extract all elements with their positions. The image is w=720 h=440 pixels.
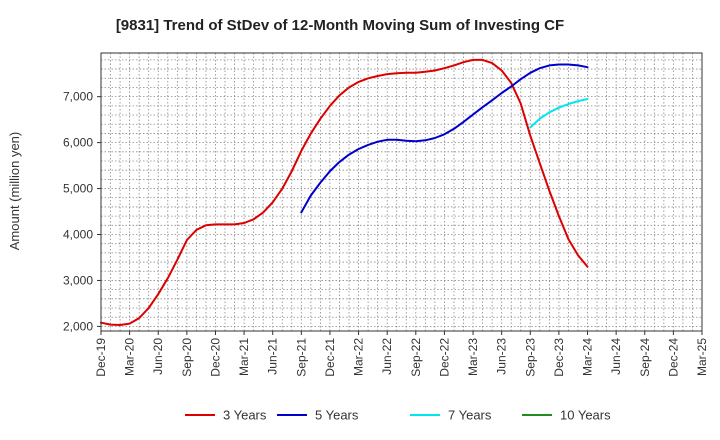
- x-tick-label: Dec-21: [323, 338, 337, 377]
- x-tick-label: Jun-20: [151, 338, 165, 375]
- plot-area: [101, 53, 702, 331]
- y-tick-label: 7,000: [63, 90, 93, 104]
- x-tick-label: Sep-21: [294, 338, 308, 377]
- series-line-5-years: [300, 63, 589, 214]
- x-tick-label: Mar-22: [352, 338, 366, 376]
- series-line-7-years: [529, 98, 589, 129]
- x-tick-label: Sep-23: [523, 338, 537, 377]
- x-tick-label: Jun-23: [495, 338, 509, 375]
- x-tick-label: Mar-25: [695, 338, 709, 376]
- legend-label-7-years: 7 Years: [448, 408, 492, 423]
- plot-frame: [100, 52, 703, 332]
- x-tick-label: Dec-19: [94, 338, 108, 377]
- y-axis-label: Amount (million yen): [7, 132, 22, 251]
- x-tick-label: Dec-22: [437, 338, 451, 377]
- chart-title: [9831] Trend of StDev of 12-Month Moving…: [116, 17, 564, 34]
- x-tick-label: Mar-23: [466, 338, 480, 376]
- legend-label-3-years: 3 Years: [223, 408, 267, 423]
- x-tick-label: Mar-21: [237, 338, 251, 376]
- axes: 2,000 3,000 4,000 5,000 6,000 7,000 Dec-19 Mar-…: [63, 52, 709, 377]
- grid: [100, 53, 703, 331]
- y-tick-label: 5,000: [63, 182, 93, 196]
- x-tick-label: Jun-21: [266, 338, 280, 375]
- plot-background: [101, 53, 702, 331]
- x-tick-label: Dec-23: [552, 338, 566, 377]
- legend-label-10-years: 10 Years: [560, 408, 611, 423]
- x-tick-label: Sep-22: [409, 338, 423, 377]
- series-group: [100, 58, 589, 326]
- x-tick-label: Jun-22: [380, 338, 394, 375]
- y-tick-label: 3,000: [63, 273, 93, 287]
- x-tick-label: Mar-24: [581, 338, 595, 376]
- legend-label-5-years: 5 Years: [315, 408, 359, 423]
- x-tick-label: Mar-20: [123, 338, 137, 376]
- x-tick-label: Jun-24: [609, 338, 623, 375]
- y-tick-label: 6,000: [63, 136, 93, 150]
- legend: 3 Years 5 Years 7 Years 10 Years: [185, 408, 611, 423]
- series-line-3-years: [100, 58, 589, 326]
- y-tick-label: 4,000: [63, 228, 93, 242]
- x-tick-label: Sep-24: [638, 338, 652, 377]
- y-tick-label: 2,000: [63, 319, 93, 333]
- x-tick-label: Dec-20: [209, 338, 223, 377]
- x-tick-label: Dec-24: [666, 338, 680, 377]
- x-tick-label: Sep-20: [180, 338, 194, 377]
